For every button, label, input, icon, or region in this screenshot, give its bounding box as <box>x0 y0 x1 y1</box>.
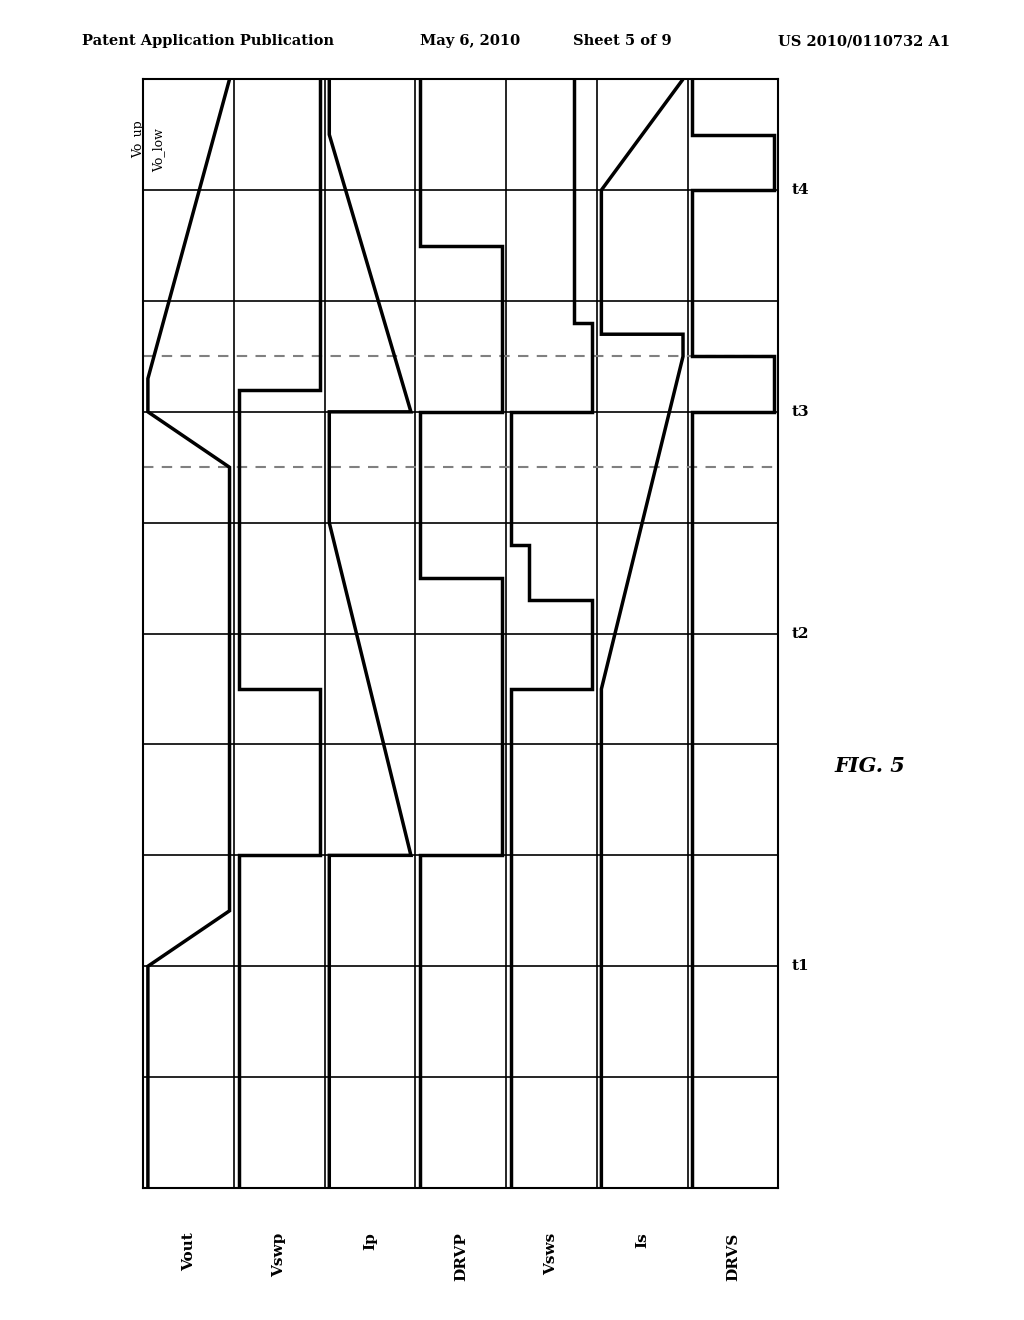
Text: Ip: Ip <box>364 1233 377 1250</box>
Text: US 2010/0110732 A1: US 2010/0110732 A1 <box>778 34 950 49</box>
Text: DRVP: DRVP <box>454 1233 468 1282</box>
Text: Is: Is <box>635 1233 649 1249</box>
Text: Vsws: Vsws <box>545 1233 558 1275</box>
Text: t3: t3 <box>792 405 809 418</box>
Text: FIG. 5: FIG. 5 <box>835 755 905 776</box>
Text: Sheet 5 of 9: Sheet 5 of 9 <box>573 34 672 49</box>
Text: Vo_up: Vo_up <box>132 120 144 158</box>
Text: May 6, 2010: May 6, 2010 <box>420 34 520 49</box>
Text: Vo_low: Vo_low <box>153 128 165 172</box>
Text: Patent Application Publication: Patent Application Publication <box>82 34 334 49</box>
Text: Vswp: Vswp <box>272 1233 287 1276</box>
Text: DRVS: DRVS <box>726 1233 740 1280</box>
Text: t1: t1 <box>792 960 809 973</box>
Text: Vout: Vout <box>181 1233 196 1271</box>
Text: t4: t4 <box>792 183 809 197</box>
Text: t2: t2 <box>792 627 809 640</box>
